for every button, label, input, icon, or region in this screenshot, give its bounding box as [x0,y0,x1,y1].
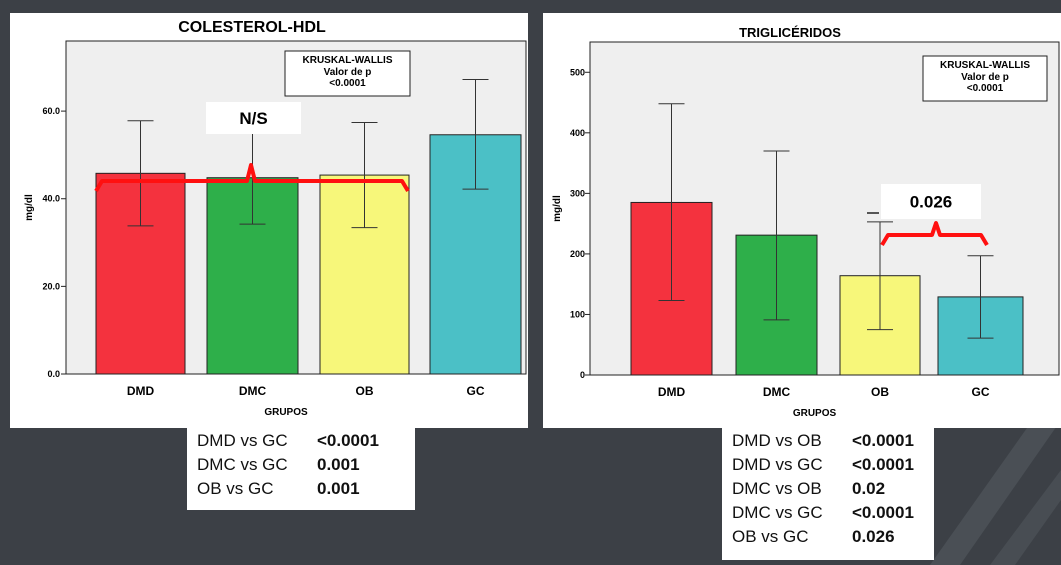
comparison-pair: DMD vs OB [732,431,822,450]
annotation-line: <0.0001 [329,78,366,89]
y-tick-label: 300 [570,188,585,198]
annotation-line: Valor de p [324,67,372,78]
bracket-label-box [881,184,981,219]
comparison-p-value: 0.001 [317,479,360,498]
y-tick-label: 100 [570,309,585,319]
comparison-row: DMC vs OB 0.02 [722,476,934,500]
kruskal-wallis-box [284,50,411,97]
x-tick-label: DMD [127,384,155,398]
x-tick-label: DMC [239,384,267,398]
significance-bracket [94,163,410,193]
y-tick-label: 60.0 [42,106,60,116]
comparison-row: DMC vs GC 0.001 [187,452,415,476]
comparison-p-value: 0.02 [852,479,886,498]
annotation-line: <0.0001 [967,83,1004,94]
comparison-pair: DMC vs OB [732,479,822,498]
x-tick-label: GC [972,385,990,399]
bracket-label: 0.026 [910,193,953,212]
chart-title: COLESTEROL-HDL [178,19,326,36]
bracket-label: N/S [239,109,267,128]
hdl-chart: COLESTEROL-HDL 0.0 20.0 40.0 60.0 mg/dl DMD DMC… [24,19,527,418]
annotation-line: Valor de p [961,72,1009,83]
kruskal-wallis-box [922,55,1048,102]
bracket-label-box [206,102,301,134]
comparison-row: DMD vs OB <0.0001 [722,428,934,452]
trig-comparisons-table: DMD vs OB <0.0001 DMD vs GC <0.0001 DMC vs… [722,428,934,560]
x-tick-label: DMC [763,385,791,399]
comparison-row: DMD vs GC <0.0001 [187,428,415,452]
y-axis-label: mg/dl [24,194,35,221]
y-tick-label: 0 [580,370,585,380]
comparison-row: DMD vs GC <0.0001 [722,452,934,476]
y-tick-label: 20.0 [42,281,60,291]
y-tick-label: 200 [570,249,585,259]
comparison-p-value: <0.0001 [852,431,914,450]
chart-title: TRIGLICÉRIDOS [739,25,841,40]
comparison-pair: DMD vs GC [732,455,823,474]
trig-chart-panel: TRIGLICÉRIDOS 0 100 200 300 400 500 mg/dl DMD DMC… [543,13,1061,428]
comparison-p-value: <0.0001 [852,503,914,522]
x-axis-label: GRUPOS [264,407,308,418]
y-tick-label: 500 [570,67,585,77]
hdl-comparisons-table: DMD vs GC <0.0001 DMC vs GC 0.001 OB vs GC… [187,428,415,510]
comparison-pair: OB vs GC [197,479,274,498]
y-tick-label: 400 [570,128,585,138]
comparison-p-value: <0.0001 [317,431,379,450]
annotation-line: KRUSKAL-WALLIS [940,60,1030,71]
comparison-pair: OB vs GC [732,527,809,546]
comparison-pair: DMC vs GC [732,503,823,522]
x-tick-label: OB [356,384,374,398]
x-tick-label: DMD [658,385,686,399]
comparison-row: DMC vs GC <0.0001 [722,500,934,524]
y-axis-label: mg/dl [552,195,563,222]
comparison-p-value: <0.0001 [852,455,914,474]
significance-bracket [880,221,989,247]
comparison-p-value: 0.001 [317,455,360,474]
comparison-row: OB vs GC 0.001 [187,476,415,500]
annotation-line: KRUSKAL-WALLIS [303,55,393,66]
trig-chart: TRIGLICÉRIDOS 0 100 200 300 400 500 mg/dl DMD DMC… [552,25,1060,419]
hdl-chart-panel: COLESTEROL-HDL 0.0 20.0 40.0 60.0 mg/dl DMD DMC… [10,13,528,428]
x-tick-label: OB [871,385,889,399]
x-axis-label: GRUPOS [793,408,837,419]
y-tick-label: 0.0 [47,369,60,379]
comparison-pair: DMC vs GC [197,455,288,474]
comparison-pair: DMD vs GC [197,431,288,450]
y-tick-label: 40.0 [42,194,60,204]
x-tick-label: GC [467,384,485,398]
comparison-p-value: 0.026 [852,527,895,546]
comparison-row: OB vs GC 0.026 [722,524,934,548]
